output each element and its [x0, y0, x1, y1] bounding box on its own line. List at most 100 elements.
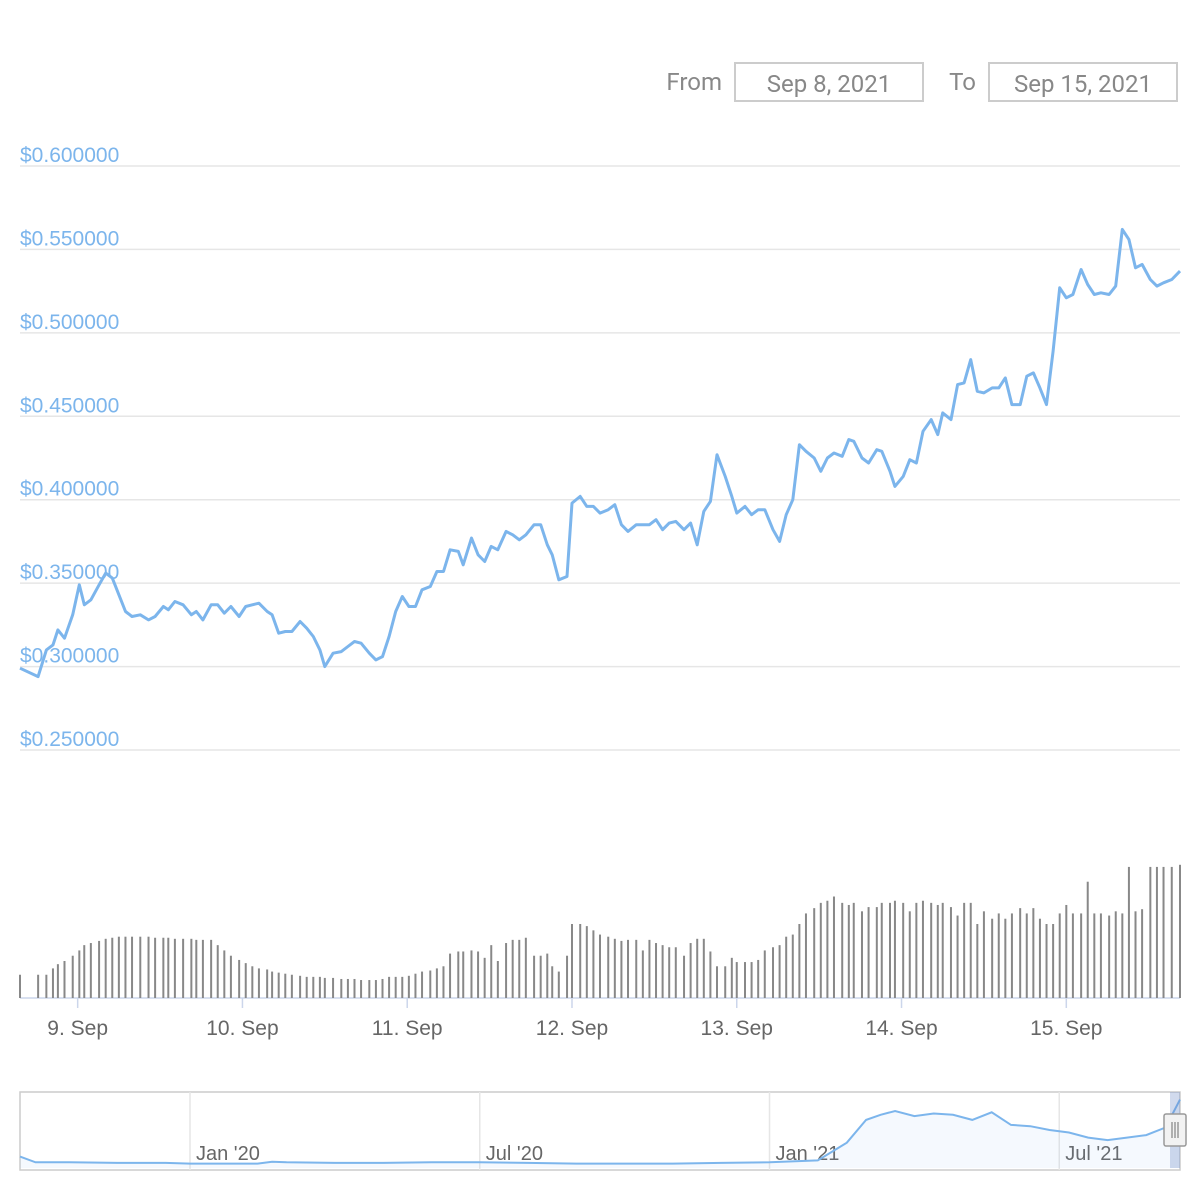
- navigator-tick-label: Jan '21: [776, 1143, 840, 1165]
- volume-bar: [483, 957, 486, 998]
- from-input[interactable]: Sep 8, 2021: [734, 62, 924, 102]
- volume-bar: [277, 972, 280, 998]
- volume-bar: [490, 945, 493, 998]
- volume-bar: [867, 907, 870, 998]
- volume-bar: [696, 938, 699, 998]
- volume-bar: [908, 911, 911, 998]
- volume-bar: [613, 938, 616, 998]
- volume-bar: [1045, 924, 1048, 998]
- volume-bar: [190, 938, 193, 998]
- y-tick-label: $0.350000: [20, 561, 119, 584]
- volume-bar: [902, 902, 905, 998]
- volume-bar: [709, 951, 712, 998]
- volume-bar: [757, 959, 760, 998]
- volume-bar: [374, 980, 377, 998]
- y-tick-label: $0.600000: [20, 144, 119, 167]
- volume-bar: [1127, 866, 1130, 998]
- volume-bar: [991, 918, 994, 998]
- volume-bar: [539, 955, 542, 998]
- volume-bar: [83, 945, 86, 998]
- volume-bar: [750, 962, 753, 998]
- volume-bar: [162, 937, 165, 998]
- navigator-tick-label: Jan '20: [196, 1143, 260, 1165]
- volume-bar: [173, 938, 176, 998]
- x-tick-label: 9. Sep: [47, 1017, 108, 1040]
- volume-bar: [457, 951, 460, 998]
- volume-bar: [936, 904, 939, 998]
- volume-bar: [1179, 864, 1181, 998]
- volume-bar: [305, 976, 308, 998]
- volume-bar: [1093, 913, 1096, 998]
- volume-bar: [941, 902, 944, 998]
- volume-bar: [1052, 924, 1055, 998]
- volume-bar: [56, 964, 59, 998]
- volume-bar: [238, 959, 241, 998]
- volume-bar: [19, 974, 21, 998]
- volume-bar: [210, 939, 213, 998]
- volume-bar: [592, 930, 595, 998]
- volume-bar: [949, 907, 952, 998]
- volume-bar: [318, 976, 321, 998]
- volume-bar: [104, 938, 107, 998]
- volume-bar: [37, 974, 40, 998]
- volume-bar: [744, 962, 746, 998]
- volume-bar: [51, 968, 54, 998]
- volume-bar: [223, 950, 226, 998]
- volume-bar: [661, 945, 664, 998]
- navigator-tick-label: Jul '21: [1065, 1143, 1122, 1165]
- volume-bar: [182, 938, 185, 998]
- volume-bar: [299, 975, 302, 998]
- volume-bar: [1141, 909, 1144, 998]
- volume-bar: [969, 902, 972, 998]
- volume-bar: [251, 966, 254, 998]
- volume-bar: [997, 913, 1000, 998]
- volume-bar: [599, 934, 601, 998]
- volume-bar: [1108, 915, 1111, 998]
- volume-bar: [312, 976, 315, 998]
- from-label: From: [666, 68, 722, 96]
- volume-bar: [131, 936, 134, 998]
- volume-bar: [1162, 866, 1165, 998]
- volume-bar: [982, 911, 985, 998]
- volume-bar: [1086, 881, 1089, 998]
- volume-bar: [683, 955, 686, 998]
- volume-bar: [620, 940, 623, 998]
- volume-bar: [730, 957, 733, 998]
- volume-bar: [435, 968, 438, 998]
- volume-bar: [1032, 908, 1035, 998]
- volume-bar: [505, 943, 508, 998]
- volume-bar: [340, 978, 343, 998]
- volume-bar: [841, 902, 844, 998]
- to-input[interactable]: Sep 15, 2021: [988, 62, 1178, 102]
- volume-bar: [78, 950, 81, 998]
- volume-bar: [875, 907, 878, 998]
- volume-bar: [641, 950, 644, 998]
- x-tick-label: 14. Sep: [865, 1017, 937, 1040]
- volume-bar: [401, 976, 404, 998]
- volume-bar: [524, 937, 527, 998]
- volume-bar: [772, 947, 775, 998]
- volume-bar: [323, 977, 326, 998]
- volume-bar: [449, 953, 452, 998]
- volume-bar: [689, 943, 692, 998]
- volume-bar: [1114, 911, 1117, 998]
- volume-bar: [826, 900, 829, 998]
- volume-bar: [763, 950, 766, 998]
- volume-bar: [735, 962, 738, 998]
- navigator-line: [19, 1099, 1181, 1165]
- volume-bar: [117, 936, 120, 998]
- volume-bar: [566, 955, 569, 998]
- volume-bar: [45, 974, 48, 998]
- x-tick-label: 13. Sep: [701, 1017, 773, 1040]
- volume-bar: [702, 938, 705, 998]
- volume-bar: [627, 939, 630, 998]
- navigator-tick-label: Jul '20: [486, 1143, 543, 1165]
- volume-bar: [852, 902, 855, 998]
- volume-bar: [63, 961, 66, 998]
- y-tick-label: $0.450000: [20, 394, 119, 417]
- y-tick-label: $0.550000: [20, 227, 119, 250]
- volume-bar: [1121, 913, 1124, 998]
- volume-bar: [442, 966, 445, 998]
